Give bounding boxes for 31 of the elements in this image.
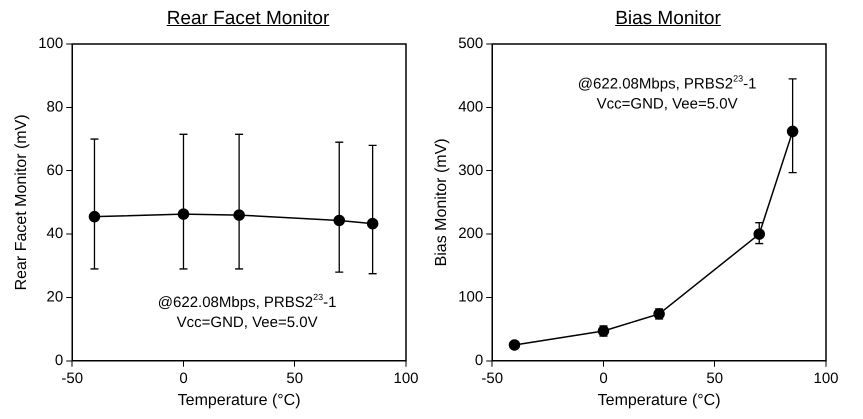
x-tick-label: 100 xyxy=(813,370,839,387)
y-tick-label: 60 xyxy=(46,162,64,179)
y-tick-label: 80 xyxy=(46,98,64,116)
x-tick-label: 0 xyxy=(599,370,608,387)
y-tick-label: 0 xyxy=(474,352,484,369)
x-tick-label: 0 xyxy=(179,370,188,387)
y-tick-label: 40 xyxy=(46,225,64,242)
x-tick-label: 50 xyxy=(286,370,304,387)
x-tick-label: 50 xyxy=(706,370,724,387)
chart-title: Bias Monitor xyxy=(614,8,722,31)
point xyxy=(178,208,190,220)
y-tick-label: 0 xyxy=(54,352,64,369)
x-axis-title: Temperature (°C) xyxy=(178,392,301,409)
y-tick-label: 100 xyxy=(458,288,484,306)
point xyxy=(508,339,520,351)
x-axis-title: Temperature (°C) xyxy=(598,392,721,409)
y-tick-label: 300 xyxy=(458,162,484,179)
annotation: Vcc=GND, Vee=5.0V xyxy=(596,95,738,112)
y-tick-label: 100 xyxy=(38,35,64,52)
y-tick-label: 400 xyxy=(458,98,484,116)
y-axis-title: Bias Monitor (mV) xyxy=(433,138,450,266)
y-tick-label: 20 xyxy=(46,288,64,306)
y-axis-title: Rear Facet Monitor (mV) xyxy=(13,114,30,290)
x-tick-label: -50 xyxy=(61,370,84,387)
annotation: Vcc=GND, Vee=5.0V xyxy=(176,314,318,331)
chart-title: Rear Facet Monitor xyxy=(166,8,330,31)
x-tick-label: -50 xyxy=(481,370,504,387)
y-tick-label: 200 xyxy=(458,225,484,242)
x-tick-label: 100 xyxy=(393,370,419,387)
point xyxy=(88,210,100,222)
y-tick-label: 500 xyxy=(458,35,484,52)
